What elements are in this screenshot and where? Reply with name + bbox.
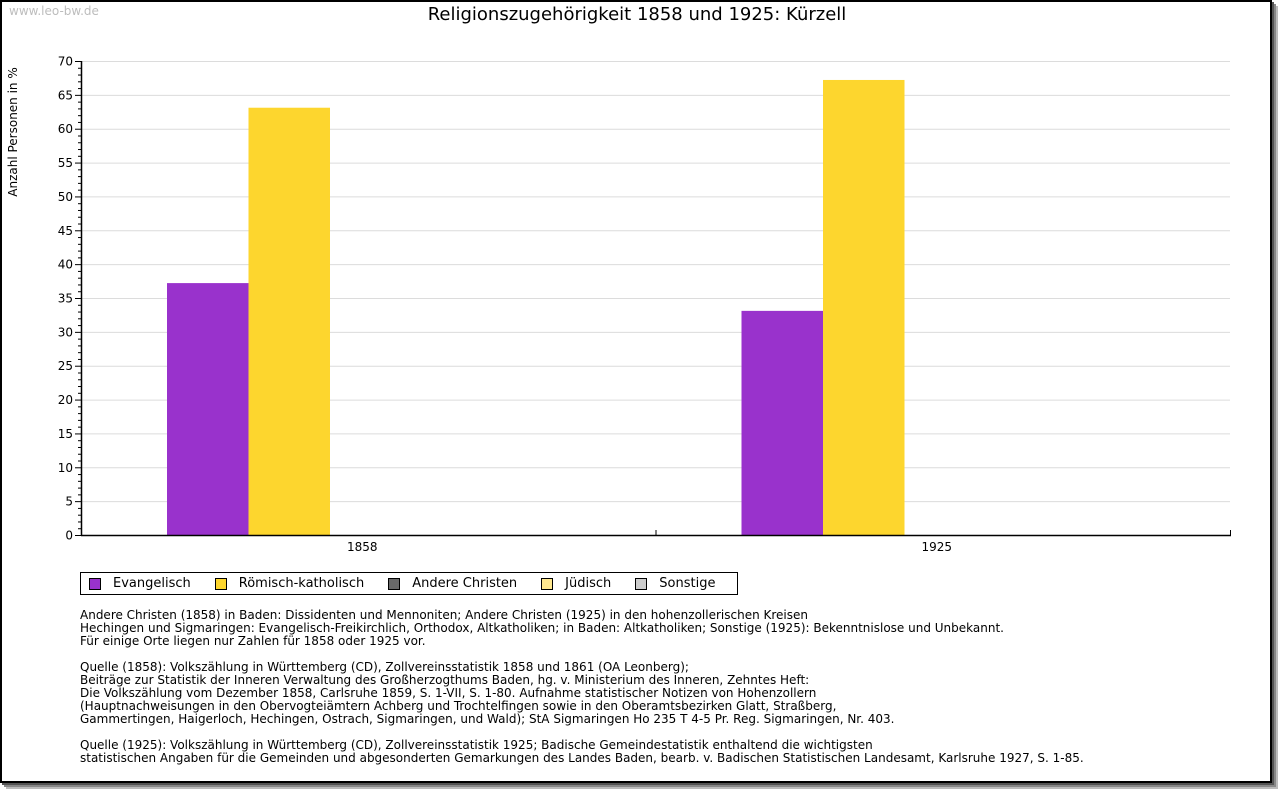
chart-title: Religionszugehörigkeit 1858 und 1925: Kü… (427, 4, 847, 25)
note-andere-christen: Andere Christen (1858) in Baden: Disside… (80, 608, 1004, 648)
y-tick-label: 70 (58, 55, 73, 69)
legend-swatch (635, 577, 648, 590)
y-tick-label: 60 (58, 122, 73, 136)
y-tick-label: 10 (58, 461, 73, 475)
bar-r-misch-katholisch-1925 (823, 79, 905, 536)
y-tick-label: 30 (58, 325, 73, 339)
y-tick-label: 65 (58, 88, 73, 102)
legend-item-roemisch-katholisch: Römisch-katholisch (214, 576, 365, 591)
bar-r-misch-katholisch-1858 (248, 107, 330, 536)
x-tick-label: 1925 (921, 540, 952, 554)
legend-label: Römisch-katholisch (238, 576, 365, 591)
y-tick-label: 25 (58, 359, 73, 373)
legend-item-sonstige: Sonstige (635, 576, 715, 591)
y-tick-label: 55 (58, 156, 73, 170)
x-tick-label: 1858 (347, 540, 378, 554)
note-quelle-1925: Quelle (1925): Volkszählung in Württembe… (80, 738, 1084, 765)
bar-evangelisch-1925 (741, 310, 823, 535)
legend: Evangelisch Römisch-katholisch Andere Ch… (80, 572, 738, 595)
y-tick-label: 5 (65, 495, 73, 509)
legend-item-evangelisch: Evangelisch (89, 576, 191, 591)
legend-label: Andere Christen (412, 576, 518, 591)
y-axis-label: Anzahl Personen in % (6, 67, 20, 197)
y-tick-label: 0 (65, 529, 73, 543)
y-tick-label: 35 (58, 292, 73, 306)
legend-item-juedisch: Jüdisch (541, 576, 611, 591)
bar-evangelisch-1858 (167, 283, 249, 535)
legend-item-andere-christen: Andere Christen (388, 576, 517, 591)
legend-label: Jüdisch (565, 576, 612, 591)
legend-swatch (541, 577, 554, 590)
legend-label: Sonstige (659, 576, 716, 591)
y-tick-label: 15 (58, 427, 73, 441)
notes: Andere Christen (1858) in Baden: Disside… (80, 609, 1084, 778)
y-tick-label: 50 (58, 190, 73, 204)
legend-swatch (388, 577, 401, 590)
y-tick-labels: 0 5 10 15 20 25 30 35 40 45 50 55 60 65 70 (58, 55, 73, 543)
legend-label: Evangelisch (113, 576, 191, 591)
axes (75, 61, 1231, 537)
watermark: www.leo-bw.de (9, 4, 99, 18)
y-tick-label: 45 (58, 224, 73, 238)
y-tick-label: 20 (58, 393, 73, 407)
x-tick-labels: 1858 1925 (347, 540, 952, 554)
y-tick-label: 40 (58, 258, 73, 272)
note-quelle-1858: Quelle (1858): Volkszählung in Württembe… (80, 660, 895, 726)
legend-swatch (214, 577, 227, 590)
legend-swatch (89, 577, 101, 590)
bars (167, 79, 905, 536)
